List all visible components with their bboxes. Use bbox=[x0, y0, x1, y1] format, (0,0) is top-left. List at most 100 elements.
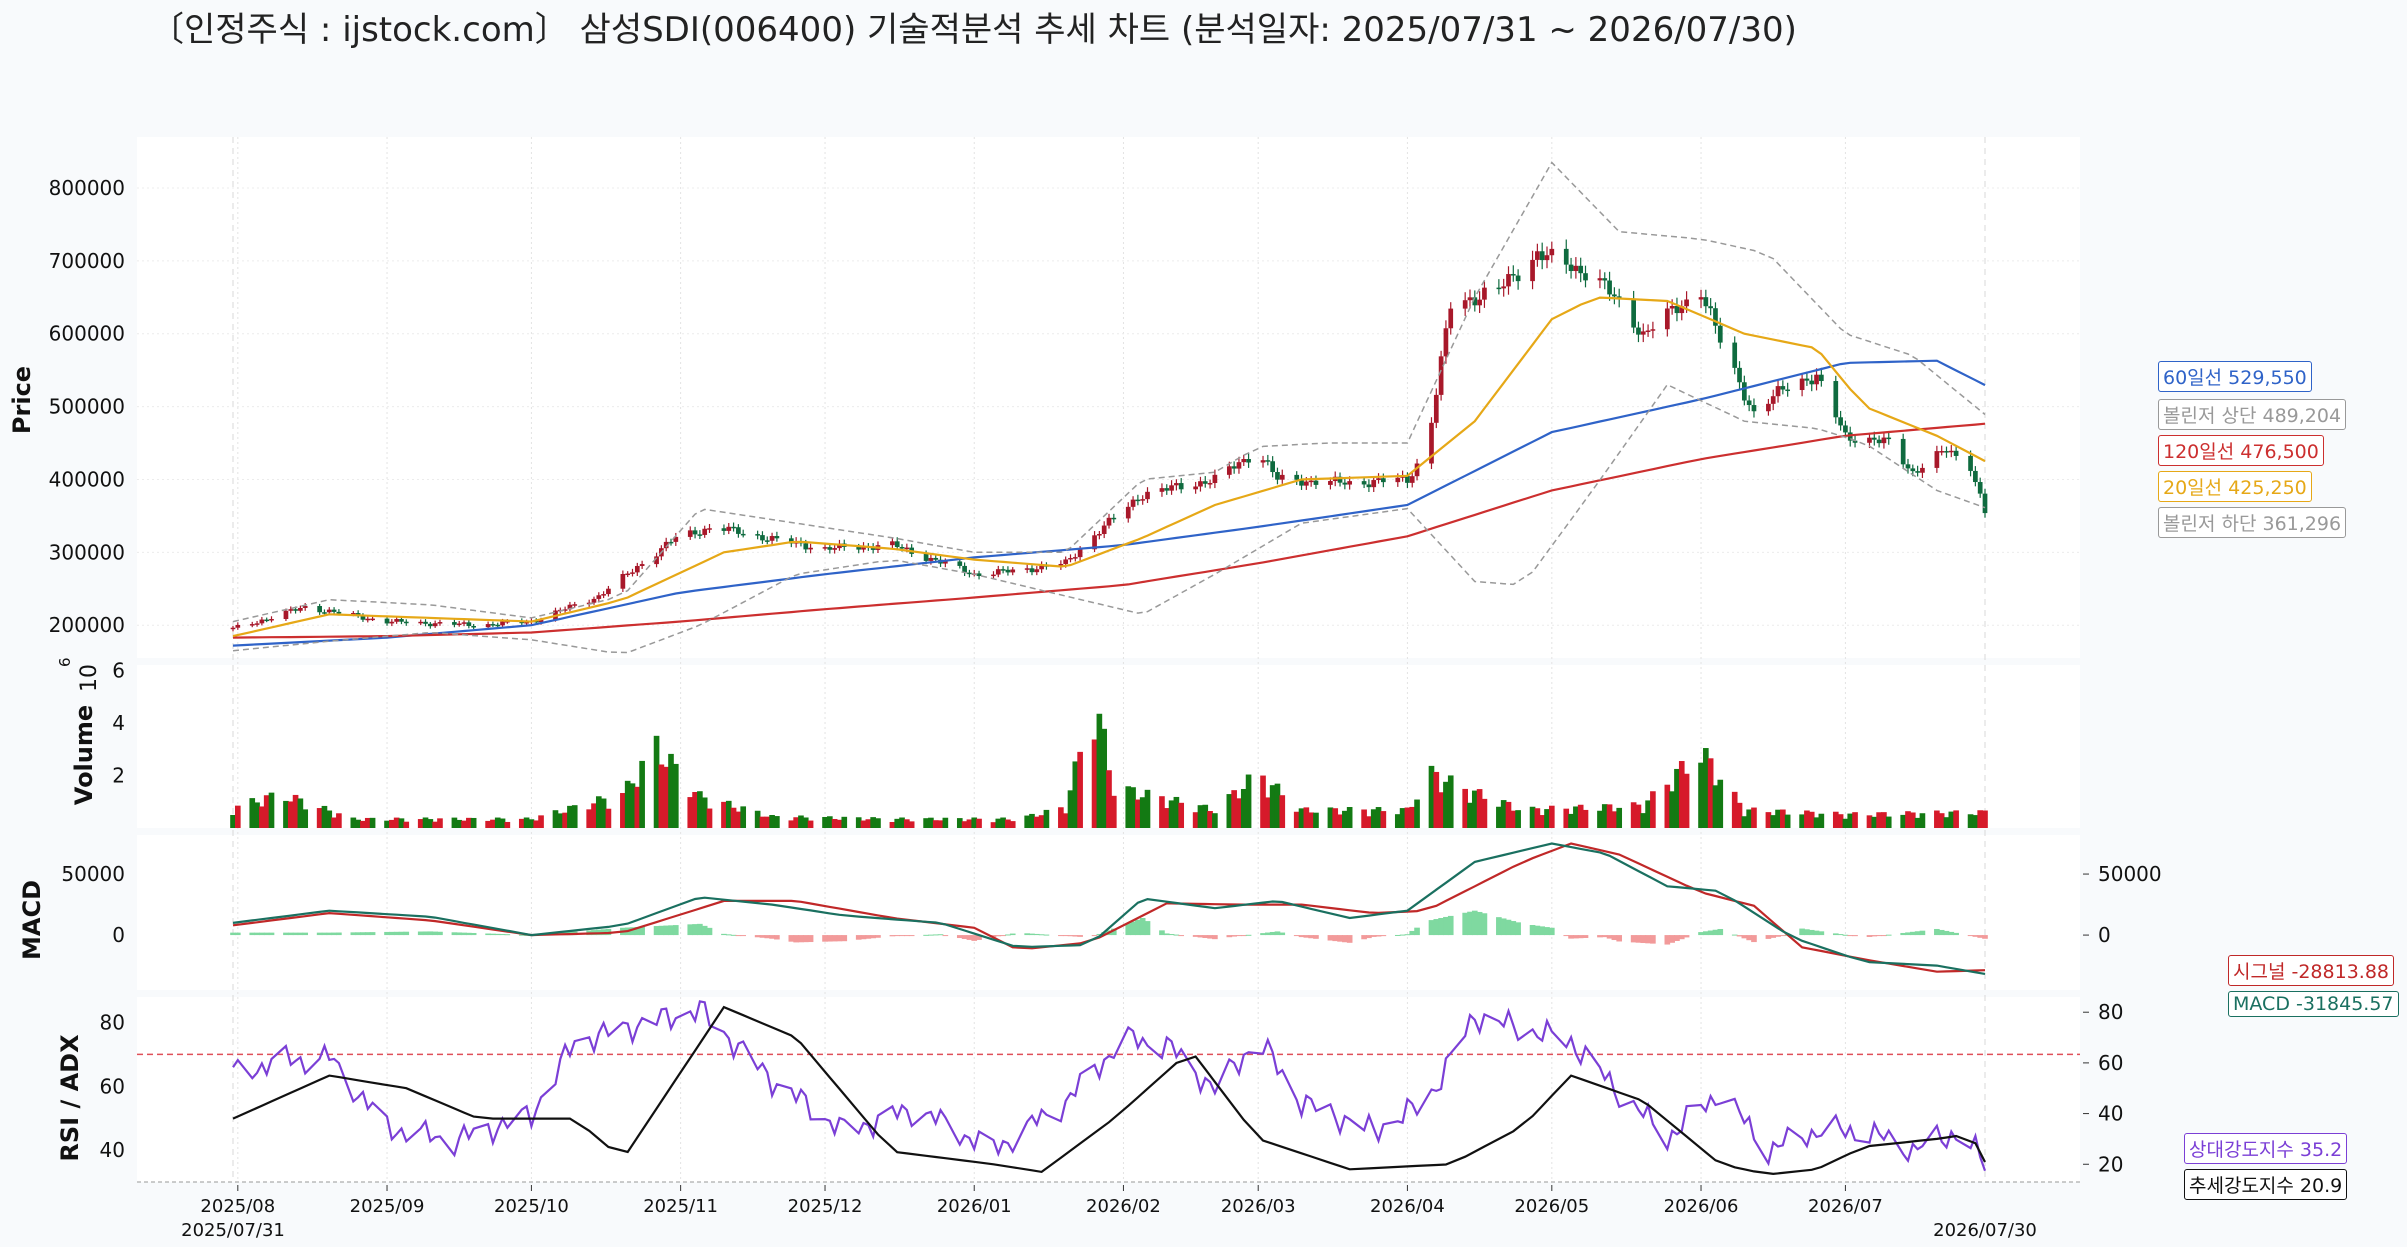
candle bbox=[471, 625, 477, 628]
volume-bar bbox=[697, 791, 703, 828]
volume-bar bbox=[1197, 805, 1204, 828]
macd-histogram-bar bbox=[1245, 934, 1252, 936]
volume-bar bbox=[870, 817, 876, 828]
volume-bar bbox=[904, 819, 910, 828]
volume-bar bbox=[605, 808, 612, 828]
volume-bar bbox=[523, 817, 530, 828]
macd-histogram-bar bbox=[1577, 935, 1584, 939]
volume-bar bbox=[499, 818, 506, 828]
macd-histogram-bar bbox=[923, 934, 929, 936]
candle bbox=[870, 546, 876, 550]
macd-histogram-bar bbox=[1534, 925, 1541, 936]
macd-histogram-bar bbox=[1077, 935, 1083, 937]
macd-histogram-bar bbox=[1746, 935, 1752, 941]
candle bbox=[1602, 278, 1608, 281]
macd-histogram-bar bbox=[629, 927, 636, 936]
candle bbox=[1260, 460, 1266, 463]
volume-bar bbox=[793, 817, 799, 828]
volume-bar bbox=[1409, 806, 1416, 828]
volume-bar bbox=[1548, 805, 1555, 828]
volume-bar bbox=[639, 760, 645, 828]
macd-histogram-bar bbox=[1043, 934, 1050, 936]
candle bbox=[1612, 294, 1617, 297]
macd-histogram-bar bbox=[1563, 935, 1570, 937]
candle bbox=[1125, 506, 1131, 519]
candle bbox=[1097, 534, 1102, 536]
x-tick-label: 2025/12 bbox=[788, 1196, 863, 1217]
volume-bar bbox=[764, 816, 771, 828]
volume-bar bbox=[1101, 728, 1108, 828]
candle bbox=[456, 623, 462, 626]
volume-bar bbox=[735, 811, 742, 828]
panel-price bbox=[137, 137, 2080, 658]
macd-histogram-bar bbox=[1837, 934, 1844, 936]
candle bbox=[1910, 468, 1916, 472]
candle bbox=[1737, 367, 1742, 383]
candle bbox=[230, 627, 236, 630]
volume-bar bbox=[1231, 790, 1237, 828]
candle bbox=[591, 598, 597, 603]
macd-histogram-bar bbox=[1664, 935, 1671, 945]
candle bbox=[668, 541, 674, 544]
macd-tick-right: 50000 bbox=[2098, 862, 2162, 886]
candle bbox=[495, 624, 501, 627]
candle bbox=[1977, 482, 1983, 494]
macd-histogram-bar bbox=[1394, 934, 1401, 936]
legend-bollinger: 볼린저 상단 489,204 bbox=[2158, 399, 2347, 430]
volume-bar bbox=[725, 800, 732, 828]
macd-histogram-bar bbox=[321, 932, 328, 936]
candle bbox=[861, 546, 866, 550]
volume-bar bbox=[889, 821, 896, 828]
candle bbox=[697, 534, 703, 536]
volume-bar bbox=[1130, 787, 1136, 828]
volume-bar bbox=[894, 818, 901, 828]
macd-histogram-bar bbox=[976, 935, 982, 940]
volume-bar bbox=[668, 753, 674, 828]
candle bbox=[856, 546, 862, 550]
macd-histogram-bar bbox=[798, 935, 804, 943]
macd-histogram-bar bbox=[1707, 930, 1714, 936]
macd-histogram-bar bbox=[841, 935, 848, 942]
volume-bar bbox=[1698, 762, 1704, 828]
volume-bar bbox=[350, 817, 357, 828]
volume-bar bbox=[1876, 812, 1882, 828]
candle bbox=[269, 619, 274, 621]
candle bbox=[1809, 380, 1815, 385]
volume-bar bbox=[1881, 812, 1887, 828]
candle bbox=[1072, 557, 1078, 559]
macd-histogram-bar bbox=[398, 931, 405, 936]
macd-histogram-bar bbox=[1573, 935, 1579, 939]
macd-histogram-bar bbox=[1298, 935, 1305, 938]
x-tick-label: 2025/08 bbox=[200, 1196, 275, 1217]
macd-histogram-bar bbox=[1669, 935, 1675, 943]
candle bbox=[774, 536, 780, 539]
volume-bar bbox=[672, 763, 679, 828]
candle bbox=[1371, 480, 1377, 488]
candle bbox=[1101, 525, 1107, 535]
candle bbox=[904, 547, 910, 550]
volume-tick-label: 6 bbox=[112, 658, 125, 682]
candle bbox=[673, 536, 679, 542]
macd-histogram-bar bbox=[1135, 919, 1141, 936]
candle bbox=[1510, 274, 1516, 276]
macd-histogram-bar bbox=[1481, 913, 1488, 936]
volume-bar bbox=[427, 819, 434, 828]
macd-histogram-bar bbox=[1361, 935, 1367, 940]
candle bbox=[760, 535, 765, 541]
volume-bar bbox=[360, 820, 366, 828]
volume-bar bbox=[263, 795, 270, 828]
volume-bar bbox=[1664, 784, 1671, 828]
volume-bar bbox=[456, 819, 463, 828]
candle bbox=[1395, 477, 1401, 483]
volume-bar bbox=[384, 820, 390, 828]
candle bbox=[1607, 280, 1612, 295]
macd-histogram-bar bbox=[1650, 935, 1656, 944]
candle bbox=[663, 541, 669, 549]
legend-adx: 추세강도지수 20.9 bbox=[2184, 1169, 2348, 1200]
x-tick-label: 2025/09 bbox=[350, 1196, 425, 1217]
macd-histogram-bar bbox=[1414, 927, 1420, 936]
volume-bar bbox=[923, 818, 929, 828]
macd-histogram-bar bbox=[1496, 917, 1502, 936]
candle bbox=[1313, 480, 1319, 485]
macd-histogram-bar bbox=[827, 935, 833, 942]
